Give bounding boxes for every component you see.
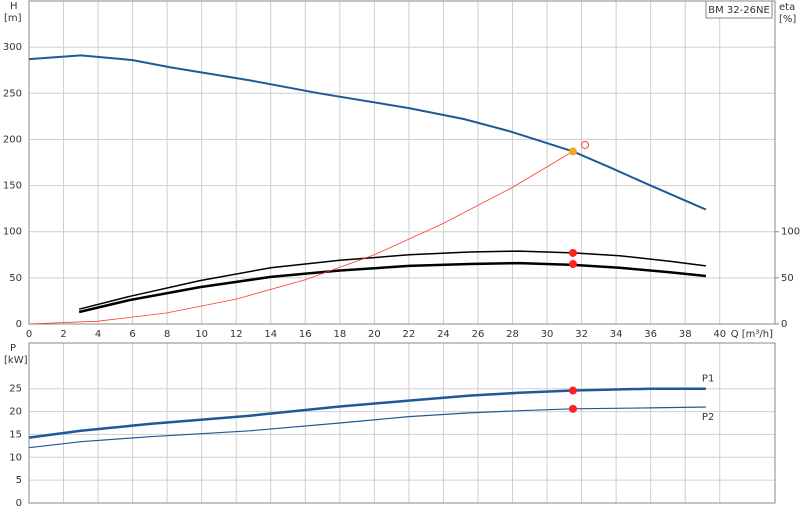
x-tick-label: 4 [95,329,101,340]
x-tick-label: 2 [60,329,66,340]
curve [28,151,574,325]
x-tick-label: 22 [403,329,416,340]
plot-frame [28,0,776,325]
x-tick-label: 14 [264,329,277,340]
curve [78,250,706,310]
y2-tick-label: 0 [781,319,787,330]
y-tick-label: 200 [3,134,22,145]
series-label: P2 [702,412,714,423]
y2-tick-label: 50 [781,273,794,284]
curve [28,406,706,449]
y-tick-label: 10 [9,452,22,463]
y-axis-label: P [10,343,16,354]
x-tick-label: 24 [437,329,450,340]
x-tick-label: 20 [368,329,381,340]
x-axis-label: Q [m³/h] [731,329,773,340]
y-axis-unit: [m] [4,13,22,24]
chart-title: BM 32-26NE [708,5,770,16]
y-tick-label: 25 [9,384,22,395]
x-tick-label: 10 [195,329,208,340]
operating-point [581,140,590,149]
y-tick-label: 100 [3,227,22,238]
y-tick-label: 0 [16,498,22,509]
y-axis-label: H [10,1,18,12]
y-tick-label: 50 [9,273,22,284]
y-tick-label: 20 [9,407,22,418]
x-tick-label: 6 [129,329,135,340]
x-tick-label: 8 [164,329,170,340]
plot-area [29,1,775,324]
x-tick-label: 38 [679,329,692,340]
x-tick-label: 12 [230,329,243,340]
y-tick-label: 250 [3,88,22,99]
y-axis-unit: [kW] [4,355,28,366]
curve [28,387,706,439]
curve [28,54,707,211]
title-box [705,0,773,19]
series-label: P1 [702,374,714,385]
y2-axis-label: eta [779,2,795,13]
operating-point [568,386,577,395]
x-tick-label: 32 [575,329,588,340]
plot-frame [28,342,776,504]
x-tick-label: 34 [610,329,623,340]
operating-point [568,147,577,156]
y-tick-label: 5 [16,475,22,486]
x-tick-label: 36 [644,329,657,340]
y-tick-label: 0 [16,319,22,330]
y-tick-label: 300 [3,42,22,53]
x-tick-label: 26 [472,329,485,340]
x-tick-label: 0 [26,329,32,340]
y2-axis-unit: [%] [779,14,796,25]
y-tick-label: 15 [9,429,22,440]
x-tick-label: 40 [713,329,726,340]
x-tick-label: 18 [333,329,346,340]
operating-point [568,404,577,413]
plot-area [29,343,775,503]
operating-point [568,260,577,269]
y2-tick-label: 100 [781,227,800,238]
x-tick-label: 28 [506,329,519,340]
operating-point [568,248,577,257]
y-tick-label: 150 [3,181,22,192]
x-tick-label: 16 [299,329,312,340]
curve [78,261,707,314]
x-tick-label: 30 [541,329,554,340]
